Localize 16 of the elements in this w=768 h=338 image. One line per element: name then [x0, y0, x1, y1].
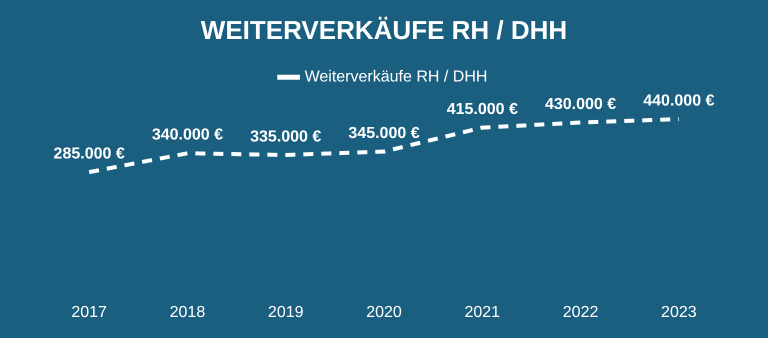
data-label: 340.000 €	[152, 126, 224, 144]
x-tick-label: 2022	[562, 304, 598, 321]
data-label: 335.000 €	[250, 128, 322, 146]
data-label: 345.000 €	[348, 124, 420, 142]
data-label: 430.000 €	[544, 96, 616, 113]
data-label: 285.000 €	[54, 146, 125, 163]
x-tick-label: 2018	[170, 304, 206, 321]
x-tick-label: 2020	[366, 304, 402, 321]
x-tick-label: 2021	[464, 304, 500, 321]
data-label: 440.000 €	[643, 92, 715, 110]
chart-title: WEITERVERKÄUFE RH / DHH	[200, 14, 568, 45]
data-label: 415.000 €	[446, 101, 518, 118]
x-tick-label: 2017	[71, 304, 108, 321]
x-tick-label: 2023	[661, 304, 697, 321]
x-tick-label: 2019	[268, 304, 304, 321]
legend-label: Weiterverkäufe RH / DHH	[304, 68, 488, 86]
